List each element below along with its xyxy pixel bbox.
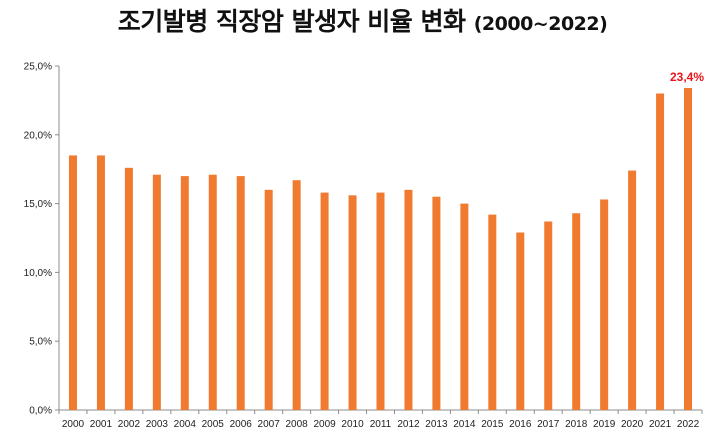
- x-tick-label: 2008: [286, 419, 309, 430]
- x-tick-label: 2003: [146, 419, 169, 430]
- x-tick-label: 2012: [397, 419, 420, 430]
- x-tick-label: 2019: [593, 419, 616, 430]
- bar-2010: [348, 195, 357, 410]
- x-tick-label: 2020: [621, 419, 644, 430]
- bar-2002: [124, 167, 133, 410]
- bar-2011: [376, 192, 385, 410]
- bar-2015: [488, 214, 497, 410]
- bar-2016: [516, 232, 525, 410]
- x-tick-label: 2018: [565, 419, 588, 430]
- title-sub: (2000~2022): [473, 13, 608, 35]
- bar-2014: [460, 203, 469, 410]
- bar-2004: [180, 176, 189, 410]
- bar-2008: [292, 180, 301, 410]
- x-tick-label: 2015: [481, 419, 504, 430]
- bar-2018: [572, 213, 581, 410]
- x-tick-label: 2007: [258, 419, 281, 430]
- y-tick-label: 5,0%: [29, 337, 52, 348]
- bar-2003: [152, 174, 161, 410]
- x-tick-label: 2001: [90, 419, 113, 430]
- bar-2013: [432, 196, 441, 410]
- bar-2017: [544, 221, 553, 410]
- x-tick-label: 2004: [174, 419, 197, 430]
- bar-2012: [404, 189, 413, 410]
- x-tick-label: 2000: [62, 419, 85, 430]
- x-tick-label: 2016: [509, 419, 532, 430]
- bar-2009: [320, 192, 329, 410]
- x-tick-label: 2013: [425, 419, 448, 430]
- x-tick-label: 2022: [677, 419, 700, 430]
- bar-2020: [628, 170, 637, 410]
- bar-2006: [236, 176, 245, 410]
- bar-2022: [684, 88, 693, 411]
- bar-2005: [208, 174, 217, 410]
- bar-2001: [96, 155, 105, 410]
- x-tick-label: 2002: [118, 419, 141, 430]
- x-tick-label: 2006: [230, 419, 253, 430]
- x-tick-label: 2017: [537, 419, 560, 430]
- title-main: 조기발병 직장암 발생자 비율 변화: [117, 7, 466, 36]
- x-tick-label: 2010: [341, 419, 364, 430]
- bar-2007: [264, 189, 273, 410]
- bar-2021: [656, 93, 665, 411]
- y-tick-label: 20,0%: [24, 130, 52, 141]
- y-tick-label: 0,0%: [29, 406, 52, 417]
- x-tick-label: 2005: [202, 419, 225, 430]
- x-tick-label: 2014: [453, 419, 476, 430]
- bar-2019: [600, 199, 609, 410]
- x-tick-label: 2009: [313, 419, 336, 430]
- chart-title: 조기발병 직장암 발생자 비율 변화 (2000~2022): [0, 2, 725, 38]
- y-tick-label: 10,0%: [24, 268, 52, 279]
- y-tick-label: 25,0%: [24, 62, 52, 73]
- x-tick-label: 2021: [649, 419, 672, 430]
- x-tick-label: 2011: [370, 419, 392, 430]
- y-tick-label: 15,0%: [24, 199, 52, 210]
- data-label-2022: 23,4%: [670, 70, 704, 84]
- bar-2000: [68, 155, 77, 410]
